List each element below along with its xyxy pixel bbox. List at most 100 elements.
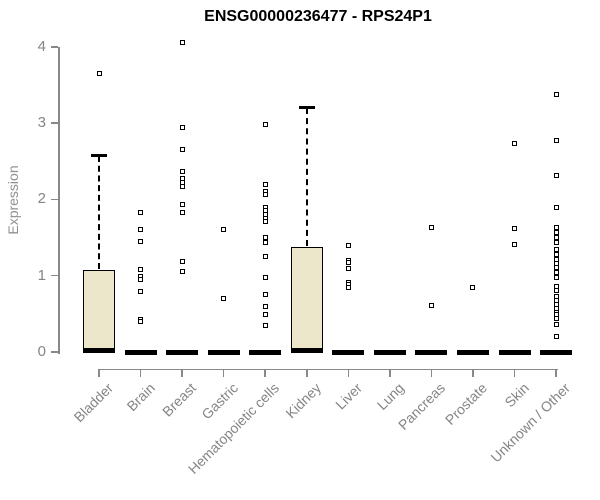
outlier-point: [262, 122, 268, 128]
y-tick-label: 4: [37, 37, 46, 55]
outlier-point: [345, 260, 351, 266]
outlier-point: [179, 258, 185, 264]
outlier-point: [512, 141, 517, 147]
y-tick: [51, 351, 58, 353]
outlier-point: [470, 285, 476, 291]
y-tick: [51, 46, 58, 48]
outlier-point: [553, 173, 559, 179]
y-tick-label: 3: [37, 114, 46, 132]
outlier-point: [553, 138, 559, 144]
outlier-point: [553, 274, 559, 280]
outlier-point: [179, 268, 185, 274]
outlier-point: [179, 183, 185, 189]
outlier-point: [138, 289, 144, 295]
outlier-point: [262, 235, 268, 241]
outlier-point: [221, 296, 227, 302]
outlier-point: [262, 219, 268, 225]
outlier-point: [96, 71, 102, 76]
y-tick: [51, 198, 58, 201]
median-bar: [332, 349, 365, 355]
x-tick: [513, 370, 516, 377]
outlier-point: [262, 322, 268, 328]
y-axis-line: [58, 47, 60, 354]
outlier-point: [262, 254, 268, 260]
median-bar: [415, 349, 448, 355]
outlier-point: [179, 168, 185, 174]
outlier-point: [345, 266, 351, 272]
outlier-point: [553, 293, 559, 299]
outlier-point: [138, 277, 144, 282]
x-tick: [139, 370, 142, 377]
outlier-point: [553, 225, 559, 231]
outlier-point: [428, 302, 434, 308]
box: [83, 270, 115, 352]
outlier-point: [553, 230, 559, 236]
median-bar: [249, 349, 282, 355]
outlier-point: [345, 243, 351, 249]
outlier-point: [138, 209, 144, 215]
x-tick: [472, 370, 474, 377]
outlier-point: [179, 40, 185, 46]
outlier-point: [262, 191, 268, 197]
x-axis-line: [97, 368, 558, 370]
box: [290, 247, 323, 352]
outlier-point: [553, 264, 559, 270]
outlier-point: [262, 292, 268, 298]
outlier-point: [179, 202, 185, 208]
outlier-point: [262, 182, 268, 188]
y-tick: [51, 274, 58, 277]
y-tick-label: 0: [37, 343, 46, 360]
outlier-point: [221, 227, 227, 233]
chart-title: ENSG00000236477 - RPS24P1: [204, 8, 432, 25]
outlier-point: [179, 175, 185, 181]
outlier-point: [553, 235, 559, 241]
outlier-point: [553, 247, 559, 253]
outlier-point: [262, 239, 268, 245]
x-tick: [306, 370, 308, 377]
outlier-point: [553, 322, 559, 328]
outlier-point: [262, 303, 268, 309]
outlier-point: [179, 209, 185, 215]
whisker-cap: [298, 105, 315, 109]
outlier-point: [553, 334, 559, 340]
median-bar: [166, 349, 199, 355]
x-tick: [347, 370, 350, 377]
median-bar: [124, 349, 157, 355]
outlier-point: [138, 238, 144, 244]
outlier-point: [512, 241, 517, 247]
outlier-point: [179, 125, 185, 131]
x-tick: [264, 370, 266, 377]
median-bar: [373, 349, 406, 355]
outlier-point: [262, 274, 268, 280]
outlier-point: [553, 91, 559, 97]
outlier-point: [512, 225, 517, 231]
y-tick-label: 2: [37, 190, 46, 208]
outlier-point: [553, 287, 559, 293]
x-tick: [181, 370, 183, 377]
median-bar: [207, 349, 240, 355]
whisker-cap: [91, 153, 107, 157]
x-tick: [389, 370, 391, 377]
outlier-point: [553, 270, 559, 276]
outlier-point: [553, 315, 559, 321]
median-bar: [456, 349, 489, 355]
outlier-point: [553, 251, 559, 257]
outlier-point: [262, 312, 268, 318]
median-bar: [290, 347, 323, 353]
x-tick: [98, 370, 100, 377]
outlier-point: [553, 240, 559, 246]
x-tick: [222, 370, 225, 377]
outlier-point: [138, 227, 144, 233]
whisker: [305, 108, 308, 247]
outlier-point: [179, 146, 185, 152]
median-bar: [498, 349, 531, 355]
outlier-point: [138, 267, 144, 273]
y-tick-label: 1: [37, 266, 46, 284]
outlier-point: [138, 318, 144, 324]
outlier-point: [428, 225, 434, 231]
median-bar: [83, 347, 115, 353]
whisker: [98, 156, 100, 270]
median-bar: [540, 349, 573, 355]
y-tick: [51, 122, 58, 124]
